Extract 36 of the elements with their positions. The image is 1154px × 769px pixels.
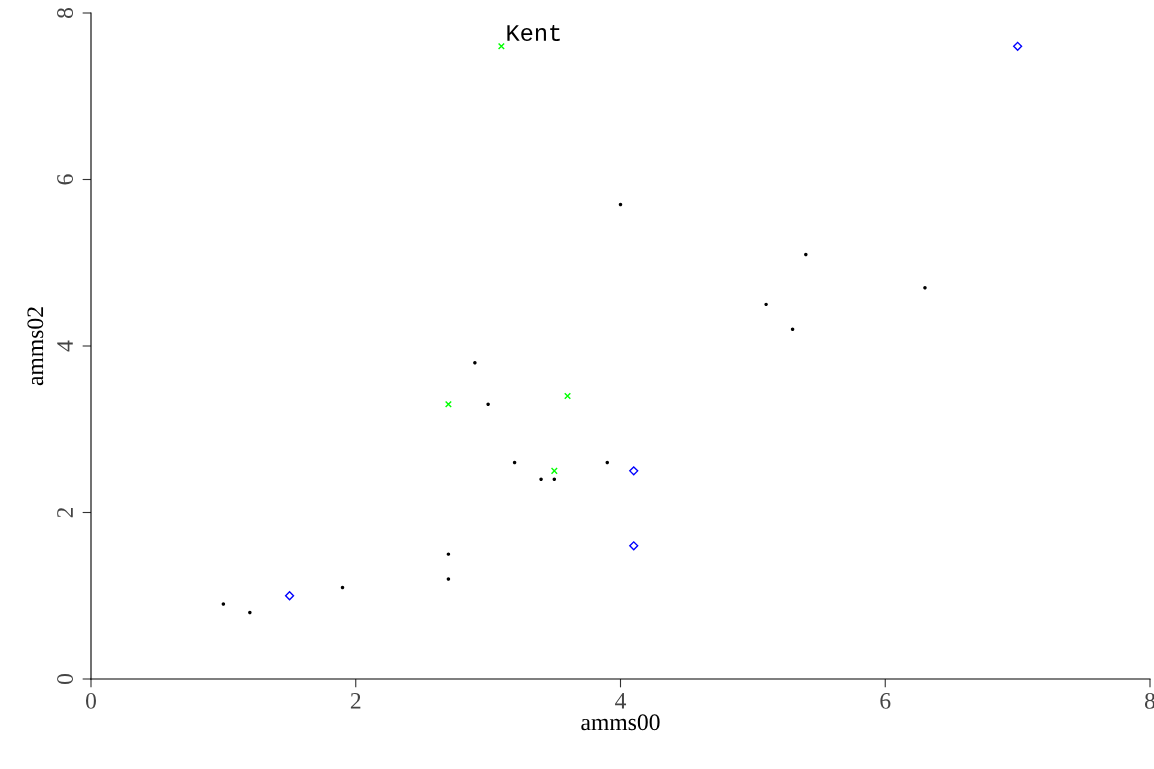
- point: [497, 42, 505, 50]
- point: [512, 460, 517, 465]
- point: [550, 467, 558, 475]
- point: [605, 460, 609, 465]
- point: [284, 591, 295, 601]
- point: [629, 541, 639, 551]
- point: [446, 577, 451, 581]
- x-tick-label: 4: [615, 693, 627, 709]
- point: [444, 400, 452, 408]
- x-tick-label: 6: [880, 692, 891, 709]
- point: [564, 392, 572, 400]
- x-axis-title: amms00: [581, 714, 660, 731]
- point: [618, 202, 623, 207]
- point: [539, 477, 543, 481]
- annotation: Kent: [507, 25, 560, 41]
- point: [790, 327, 795, 332]
- point: [1013, 41, 1023, 51]
- point: [221, 602, 226, 606]
- x-tick-label: 0: [86, 692, 96, 709]
- y-tick-label: 4: [57, 340, 73, 352]
- point: [473, 360, 477, 365]
- y-axis-title: amms02: [27, 307, 44, 386]
- y-tick-label: 2: [57, 507, 73, 518]
- point: [486, 402, 490, 407]
- y-tick-label: 6: [57, 174, 74, 185]
- x-tick-label: 2: [350, 692, 361, 709]
- point: [923, 285, 927, 290]
- point: [552, 477, 557, 481]
- point: [629, 466, 639, 476]
- y-tick-label: 0: [57, 674, 74, 684]
- point: [340, 585, 345, 590]
- y-tick-label: 8: [57, 8, 74, 18]
- point: [804, 252, 808, 257]
- point: [764, 302, 768, 307]
- point: [248, 610, 252, 615]
- point: [446, 552, 451, 556]
